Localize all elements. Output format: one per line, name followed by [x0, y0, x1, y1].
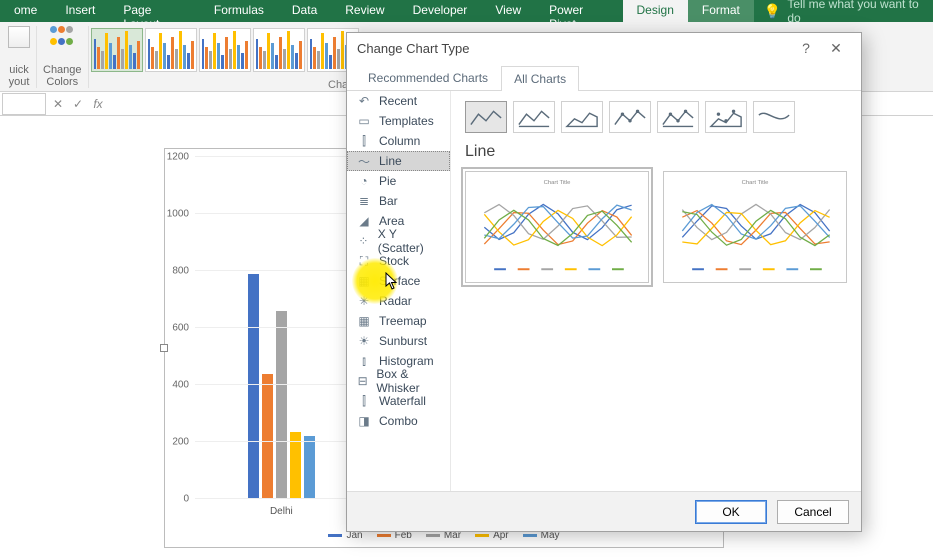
ribbon-tab[interactable]: Data — [278, 0, 331, 22]
category-icon: ✳ — [357, 294, 371, 308]
chart-subtype[interactable] — [561, 101, 603, 133]
chart-category-item[interactable]: ▭Templates — [347, 111, 450, 131]
close-icon[interactable]: ✕ — [821, 40, 851, 57]
subtype-title: Line — [465, 143, 847, 161]
chart-subtype[interactable] — [513, 101, 555, 133]
chart-styles-gallery[interactable] — [89, 26, 361, 74]
chart-subtype[interactable] — [705, 101, 747, 133]
subtype-row — [465, 101, 847, 133]
svg-text:Chart Title: Chart Title — [544, 180, 571, 186]
chart-category-item[interactable]: ⫿Column — [347, 131, 450, 151]
chart-category-item[interactable]: ◔Pie — [347, 171, 450, 191]
category-icon: ◢ — [357, 214, 371, 228]
ok-button[interactable]: OK — [695, 500, 767, 524]
ribbon-tab[interactable]: Page Layout — [109, 0, 200, 22]
chart-subtype[interactable] — [465, 101, 507, 133]
chart-category-item[interactable]: ↶Recent — [347, 91, 450, 111]
chart-category-item[interactable]: ⊟Box & Whisker — [347, 371, 450, 391]
chart-category-item[interactable]: ⁘X Y (Scatter) — [347, 231, 450, 251]
dialog-titlebar: Change Chart Type ? ✕ — [347, 33, 861, 63]
chart-style-thumb[interactable] — [199, 28, 251, 72]
ribbon-tab[interactable]: Developer — [399, 0, 482, 22]
ribbon-tab[interactable]: Formulas — [200, 0, 278, 22]
category-icon: ⁘ — [357, 234, 370, 248]
chart-preview[interactable]: Chart Title — [465, 171, 649, 283]
lightbulb-icon: 💡 — [764, 3, 781, 20]
category-icon: 〜 — [357, 153, 371, 170]
ribbon-tabs: ome Insert Page Layout Formulas Data Rev… — [0, 0, 933, 22]
chart-category-list: ↶Recent▭Templates⫿Column〜Line◔Pie≣Bar◢Ar… — [347, 91, 451, 491]
category-icon: ⛶ — [357, 254, 371, 269]
category-icon: ≣ — [357, 194, 371, 208]
change-chart-type-dialog: Change Chart Type ? ✕ Recommended Charts… — [346, 32, 862, 532]
dialog-body: ↶Recent▭Templates⫿Column〜Line◔Pie≣Bar◢Ar… — [347, 91, 861, 491]
change-colors-label: Change Colors — [43, 64, 82, 88]
chart-style-thumb[interactable] — [145, 28, 197, 72]
chart-subtype[interactable] — [753, 101, 795, 133]
chart-category-item[interactable]: ◨Combo — [347, 411, 450, 431]
y-axis: 020040060080010001200 — [165, 157, 193, 499]
category-icon: ▦ — [357, 274, 371, 288]
name-box[interactable] — [2, 93, 46, 115]
chart-category-item[interactable]: ☀Sunburst — [347, 331, 450, 351]
chart-subtype[interactable] — [609, 101, 651, 133]
chart-subtype-pane: Line Chart Title Chart Title — [451, 91, 861, 491]
chart-preview[interactable]: Chart Title — [663, 171, 847, 283]
dialog-tabs: Recommended Charts All Charts — [347, 63, 861, 91]
category-icon: ⫾ — [357, 354, 371, 369]
ribbon-tab[interactable]: Power Pivot — [535, 0, 622, 22]
tab-recommended-charts[interactable]: Recommended Charts — [355, 65, 501, 90]
color-swatch-icon — [50, 26, 74, 48]
dialog-footer: OK Cancel — [347, 491, 861, 531]
chart-category-item[interactable]: ✳Radar — [347, 291, 450, 311]
tell-me[interactable]: 💡 Tell me what you want to do — [754, 0, 933, 22]
cancel-button[interactable]: Cancel — [777, 500, 849, 524]
ribbon-tab-design[interactable]: Design — [623, 0, 688, 22]
ribbon-tab[interactable]: Review — [331, 0, 398, 22]
cancel-formula-icon[interactable]: ✕ — [48, 97, 68, 111]
chart-category-item[interactable]: 〜Line — [347, 151, 450, 171]
ribbon-tab[interactable]: View — [481, 0, 535, 22]
category-icon: ⊟ — [357, 374, 368, 388]
chart-category-item[interactable]: ▦Surface — [347, 271, 450, 291]
category-icon: ◨ — [357, 414, 371, 428]
chart-category-item[interactable]: ▦Treemap — [347, 311, 450, 331]
category-icon: ▭ — [357, 114, 371, 128]
ribbon-tab-format[interactable]: Format — [688, 0, 754, 22]
svg-text:Chart Title: Chart Title — [742, 180, 769, 186]
quick-layout-button[interactable]: uick yout — [2, 26, 37, 88]
help-icon[interactable]: ? — [791, 40, 821, 56]
accept-formula-icon[interactable]: ✓ — [68, 97, 88, 111]
category-icon: ⫿ — [357, 394, 371, 409]
change-colors-button[interactable]: Change Colors — [37, 26, 89, 88]
chart-style-thumb[interactable] — [91, 28, 143, 72]
category-icon: ⫿ — [357, 134, 371, 149]
quick-layout-label: uick yout — [9, 64, 30, 88]
chart-category-item[interactable]: ≣Bar — [347, 191, 450, 211]
category-icon: ☀ — [357, 334, 371, 348]
category-icon: ◔ — [357, 174, 371, 188]
preview-row: Chart Title Chart Title — [465, 171, 847, 283]
ribbon-tab[interactable]: ome — [0, 0, 51, 22]
category-icon: ↶ — [357, 94, 371, 108]
tab-all-charts[interactable]: All Charts — [501, 66, 579, 91]
chart-style-thumb[interactable] — [253, 28, 305, 72]
ribbon-tab[interactable]: Insert — [51, 0, 109, 22]
fx-icon[interactable]: fx — [88, 97, 108, 111]
category-icon: ▦ — [357, 314, 371, 328]
dialog-title: Change Chart Type — [357, 41, 470, 56]
chart-subtype[interactable] — [657, 101, 699, 133]
